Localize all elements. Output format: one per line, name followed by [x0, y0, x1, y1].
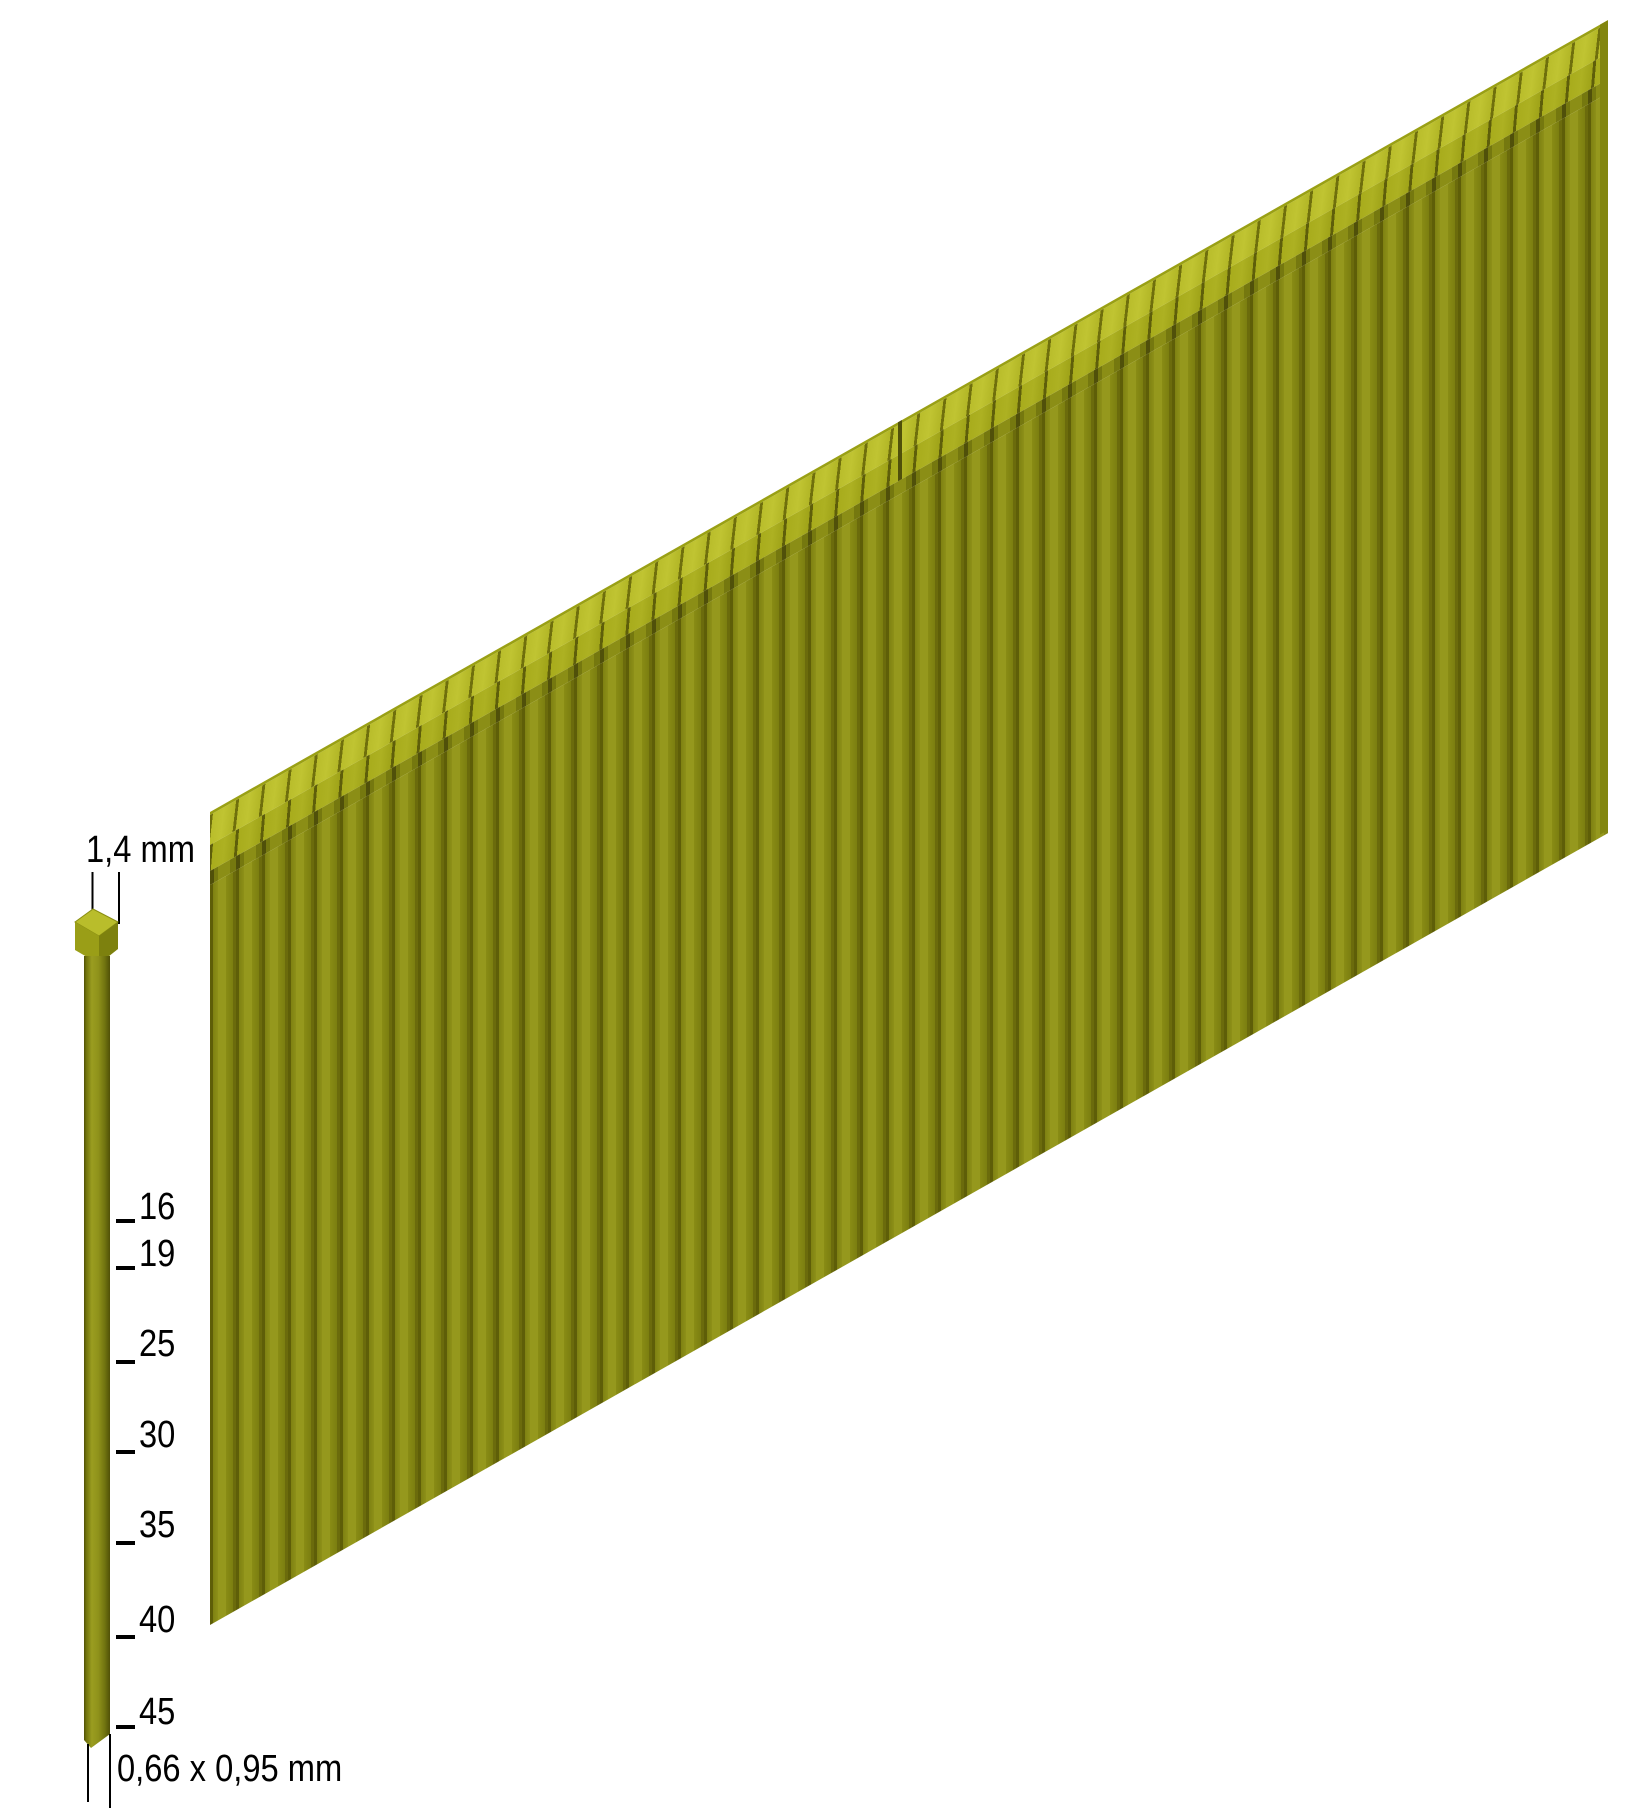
nail-strip [210, 20, 1608, 1626]
length-label-45: 45 [139, 1691, 176, 1733]
length-label-25: 25 [139, 1323, 176, 1365]
strip-shank-faces [210, 93, 1608, 1626]
length-label-40: 40 [139, 1599, 176, 1641]
nail-head-left-face [75, 922, 99, 964]
nail-head-right-face [99, 922, 118, 964]
nail-shank [84, 956, 110, 1728]
single-nail-figure [74, 872, 135, 1808]
length-label-19: 19 [139, 1233, 176, 1275]
nail-tip [84, 1728, 110, 1748]
length-label-35: 35 [139, 1504, 176, 1546]
strip-collation-seam [898, 420, 902, 482]
length-label-30: 30 [139, 1414, 176, 1456]
strip-right-side-face [1600, 20, 1608, 835]
length-label-16: 16 [139, 1186, 176, 1228]
shank-size-label: 0,66 x 0,95 mm [117, 1748, 343, 1790]
head-width-label: 1,4 mm [86, 829, 195, 871]
